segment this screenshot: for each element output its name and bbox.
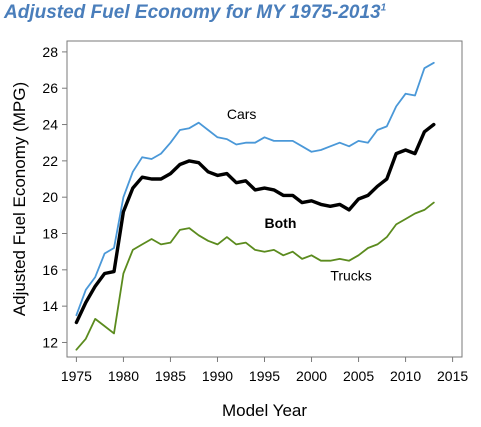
y-tick-label: 18 [42,226,58,242]
chart-title-text: Adjusted Fuel Economy for MY 1975-2013 [4,2,381,23]
series-line-cars [75,61,435,317]
series-label-cars: Cars [227,106,257,122]
x-tick-label: 2010 [390,368,421,384]
x-tick-label: 1985 [155,368,186,384]
series-label-both: Both [265,215,297,231]
x-tick-label: 2005 [343,368,374,384]
series-line-both [74,122,436,325]
series-lines [74,61,436,351]
y-tick-label: 22 [42,153,58,169]
y-tick-label: 12 [42,334,58,350]
y-tick-label: 16 [42,262,58,278]
y-tick-label: 24 [42,117,58,133]
series-line-trucks [75,201,435,351]
y-tick-label: 14 [42,298,58,314]
y-tick-label: 26 [42,80,58,96]
x-tick-label: 1990 [202,368,233,384]
chart-title-footnote-mark: 1 [380,2,387,14]
x-tick-label: 1995 [249,368,280,384]
series-label-trucks: Trucks [330,268,371,284]
x-tick-label: 2000 [296,368,327,384]
y-axis-title: Adjusted Fuel Economy (MPG) [10,82,29,316]
x-tick-label: 1975 [61,368,92,384]
chart-title: Adjusted Fuel Economy for MY 1975-20131 [4,2,386,24]
plot-frame [66,40,463,358]
axis-ticks: 1975 1980 1985 1990 1995 2000 2005 2010 2015 12 14… [42,44,468,384]
series-labels: Cars Both Trucks [227,106,372,284]
x-tick-label: 2015 [437,368,468,384]
x-axis-title: Model Year [222,401,307,420]
y-tick-label: 20 [42,189,58,205]
y-tick-label: 28 [42,44,58,60]
x-tick-label: 1980 [108,368,139,384]
